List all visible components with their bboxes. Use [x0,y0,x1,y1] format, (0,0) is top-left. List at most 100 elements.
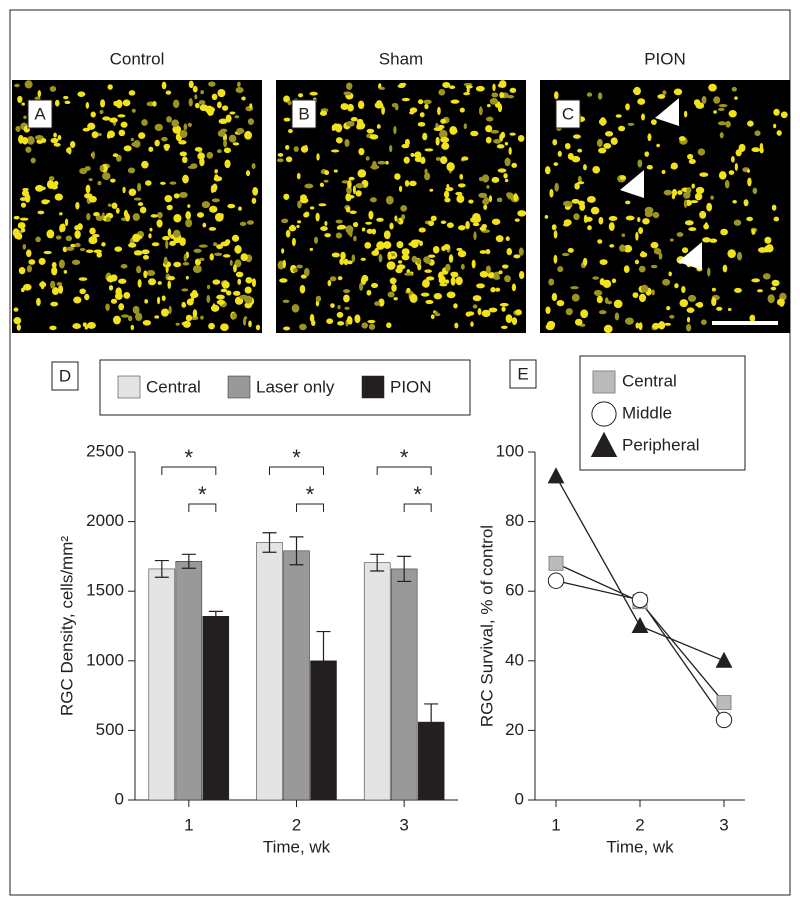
cell [635,322,640,329]
cell [210,185,215,194]
cell [48,176,55,181]
image-label: A [34,104,46,123]
cell [489,98,499,105]
cell [389,277,397,285]
cell [361,322,368,329]
cell [574,182,580,190]
cell [234,115,240,119]
cell [118,129,126,137]
cell [324,220,328,226]
cell [565,308,573,316]
cell [409,111,415,115]
cell [683,191,691,199]
cell [220,288,228,293]
cell [22,243,27,250]
cell [82,322,87,327]
cell [41,138,47,143]
cell [130,324,135,331]
cell [135,312,143,322]
cell [240,253,248,262]
cell [185,275,189,280]
cell [453,303,458,309]
cell [217,88,226,98]
cell [173,213,182,223]
cell [232,142,240,146]
cell [368,323,376,330]
cell [471,259,476,269]
cell [207,107,214,116]
cell [466,87,470,94]
cell [580,309,589,319]
cell [427,254,436,258]
cell [746,216,754,222]
x-tick-label: 3 [399,815,408,834]
cell [592,276,599,280]
cell [225,290,232,296]
cell [586,92,593,97]
cell [105,216,111,222]
cell [749,314,755,322]
cell [54,193,64,201]
cell [190,315,199,321]
cell [650,264,658,269]
cell [478,192,488,198]
cell [400,205,408,212]
cell [410,152,415,157]
cell [687,153,694,160]
cell [228,134,237,143]
cell [142,255,150,260]
cell [754,130,761,137]
cell [24,193,31,203]
cell [459,107,465,113]
cell [192,309,198,318]
cell [482,199,489,205]
cell [26,265,33,273]
cell [683,199,688,208]
cell [137,183,142,192]
cell [596,295,603,304]
cell [239,221,247,226]
cell [501,306,506,312]
cell [454,322,459,329]
cell [717,107,725,111]
cell [707,267,711,277]
cell [156,211,163,219]
cell [376,241,385,250]
cell [571,198,580,204]
cell [146,270,156,276]
cell [79,248,86,252]
cell [472,222,480,227]
cell [36,297,41,307]
cell [353,235,357,242]
significance-label: * [413,482,422,507]
cell [235,86,244,93]
cell [711,297,717,307]
y-axis-label: RGC Density, cells/mm² [57,536,76,716]
cell [115,207,120,214]
cell [383,241,392,249]
cell [651,289,655,296]
cell [359,282,364,291]
cell [283,193,290,200]
cell [764,245,769,253]
cell [187,122,192,128]
cell [283,117,291,122]
cell [217,130,226,137]
cell [700,319,707,325]
cell [133,197,142,201]
cell [346,194,355,199]
cell [401,248,410,256]
cell [551,224,557,231]
cell [200,315,204,320]
cell [118,278,127,284]
cell [717,121,727,126]
cell [409,293,418,303]
cell [118,303,125,311]
cell [111,202,118,209]
cell [499,302,509,307]
legend-label: Laser only [256,377,335,396]
cell [638,265,646,273]
cell [339,258,345,265]
cell [19,217,29,221]
cell [37,90,42,98]
